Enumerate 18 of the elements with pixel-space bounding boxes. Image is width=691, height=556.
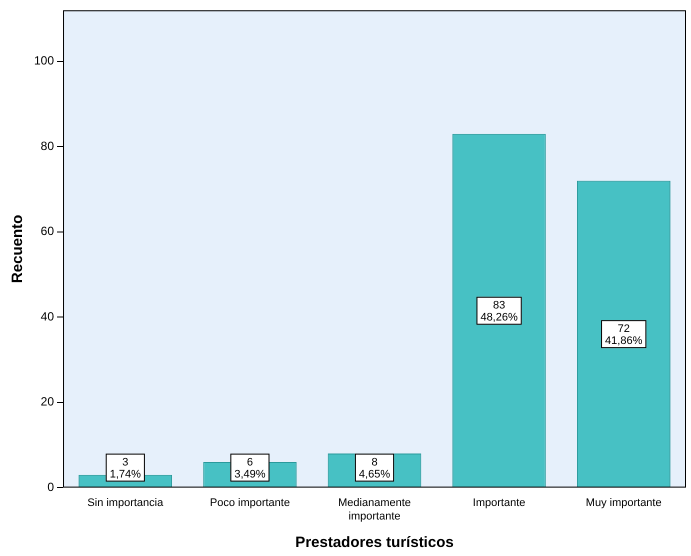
y-tick-label: 40 (40, 309, 54, 324)
y-tick-label: 20 (40, 394, 54, 409)
x-tick-label: Sin importancia (87, 497, 164, 510)
x-axis-title: Prestadores turísticos (295, 534, 454, 552)
y-tick-label: 100 (34, 54, 54, 68)
data-label: 6 3,49% (234, 456, 266, 481)
x-tick-label: Poco importante (210, 497, 290, 510)
y-tick-label: 80 (40, 138, 54, 153)
x-tick-label: Muy importante (586, 497, 662, 510)
y-tick-label: 60 (40, 224, 54, 238)
data-label: 3 1,74% (110, 456, 142, 481)
y-axis-title: Recuento (9, 214, 26, 284)
data-label: 83 48,26% (480, 300, 518, 324)
data-label: 8 4,65% (358, 456, 390, 481)
y-tick-label: 0 (47, 480, 54, 494)
x-tick-label: Importante (472, 497, 526, 510)
x-tick-label: Medianamente importante (338, 497, 411, 522)
data-label: 72 41,86% (605, 323, 643, 348)
